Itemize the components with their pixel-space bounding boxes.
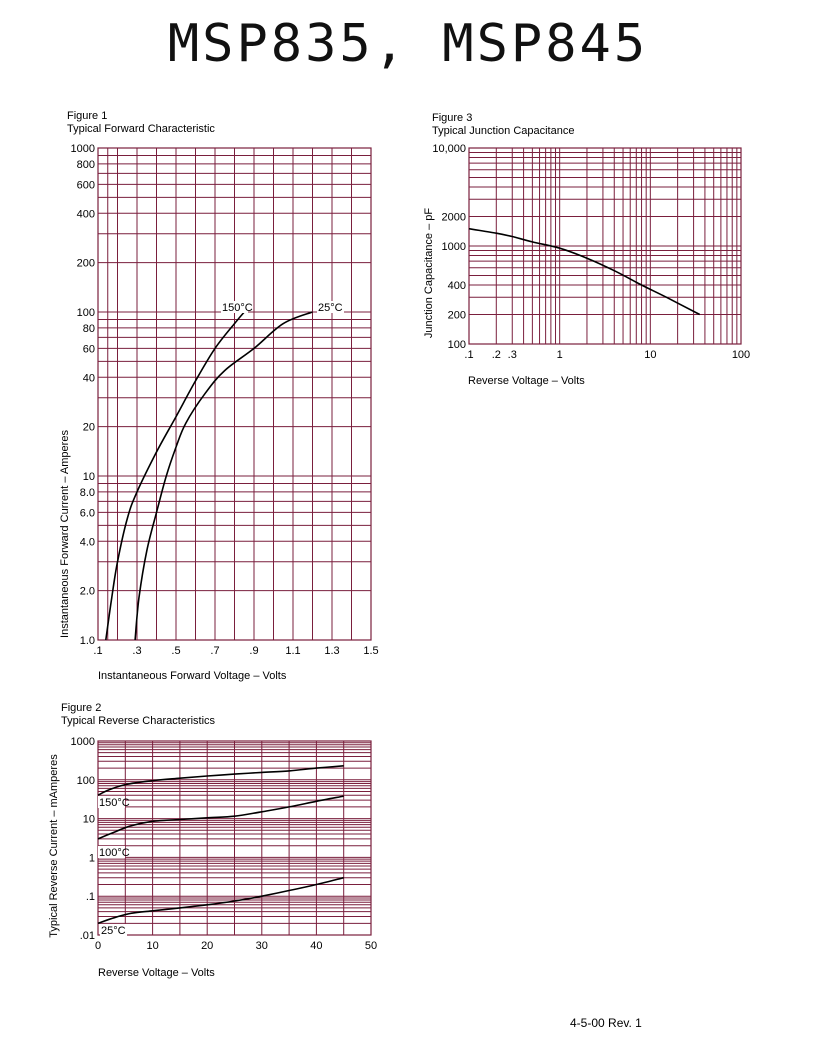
figure-2-title: Typical Reverse Characteristics: [61, 715, 216, 727]
x-tick-label: 100: [732, 349, 750, 361]
figure-1-title: Typical Forward Characteristic: [67, 123, 215, 135]
x-tick-label: .1: [464, 349, 473, 361]
x-tick-label: 30: [256, 940, 268, 952]
y-tick-label: 40: [83, 372, 95, 384]
x-tick-label: .5: [171, 645, 180, 657]
x-tick-label: 1.3: [324, 645, 339, 657]
series-label-bg: [100, 924, 127, 936]
y-tick-label: 4.0: [80, 536, 95, 548]
x-axis-label: Instantaneous Forward Voltage – Volts: [98, 670, 287, 682]
series-label-bg: [317, 301, 344, 313]
x-tick-label: 1.5: [363, 645, 378, 657]
y-tick-label: 1000: [71, 143, 95, 155]
x-tick-label: 50: [365, 940, 377, 952]
y-axis-label: Instantaneous Forward Current – Amperes: [59, 430, 71, 638]
page-title: MSP835, MSP845: [167, 14, 649, 74]
series-label-bg: [98, 846, 125, 858]
x-tick-label: .2: [492, 349, 501, 361]
series-line: [134, 311, 313, 641]
series-line: [468, 227, 701, 316]
y-tick-label: 600: [77, 179, 95, 191]
y-tick-label: 10: [83, 814, 95, 826]
y-tick-label: .01: [80, 930, 95, 942]
y-tick-label: 60: [83, 343, 95, 355]
y-tick-label: 10: [83, 471, 95, 483]
y-tick-label: 400: [77, 208, 95, 220]
y-tick-label: 10,000: [432, 143, 466, 155]
x-tick-label: .1: [93, 645, 102, 657]
x-tick-label: .9: [249, 645, 258, 657]
x-tick-label: 10: [644, 349, 656, 361]
series-label: 150°C: [222, 302, 253, 314]
series-line: [97, 765, 344, 796]
y-tick-label: 6.0: [80, 507, 95, 519]
y-tick-label: 20: [83, 422, 95, 434]
y-tick-label: 100: [77, 307, 95, 319]
figure-3-title: Typical Junction Capacitance: [432, 125, 575, 137]
figure-1-number: Figure 1: [67, 110, 108, 122]
series-line: [97, 795, 344, 840]
series-line: [105, 311, 245, 641]
y-tick-label: .1: [86, 891, 95, 903]
y-axis-label: Typical Reverse Current – mAmperes: [48, 754, 60, 938]
y-tick-label: 2000: [442, 211, 466, 223]
series-line: [97, 876, 344, 925]
series-label: 25°C: [318, 302, 343, 314]
y-tick-label: 100: [448, 339, 466, 351]
y-tick-label: 1000: [442, 241, 466, 253]
y-tick-label: 400: [448, 280, 466, 292]
series-label: 150°C: [99, 797, 130, 809]
series-label-bg: [98, 796, 125, 808]
x-tick-label: .7: [210, 645, 219, 657]
y-axis-label: Junction Capacitance – pF: [423, 208, 435, 339]
y-tick-label: 2.0: [80, 586, 95, 598]
y-tick-label: 100: [77, 775, 95, 787]
y-tick-label: 8.0: [80, 487, 95, 499]
plot-frame: [468, 147, 742, 345]
x-tick-label: 40: [310, 940, 322, 952]
series-label: 25°C: [101, 925, 126, 937]
x-tick-label: 1.1: [285, 645, 300, 657]
x-tick-label: 1: [557, 349, 563, 361]
plot-frame: [97, 147, 372, 641]
x-tick-label: 0: [95, 940, 101, 952]
x-tick-label: 10: [146, 940, 158, 952]
y-tick-label: 1.0: [80, 635, 95, 647]
series-label: 100°C: [99, 847, 130, 859]
x-axis-label: Reverse Voltage – Volts: [98, 967, 215, 979]
y-tick-label: 200: [77, 258, 95, 270]
figure-2-number: Figure 2: [61, 702, 102, 714]
x-tick-label: 20: [201, 940, 213, 952]
x-tick-label: .3: [132, 645, 141, 657]
y-tick-label: 1000: [71, 736, 95, 748]
figure-3-number: Figure 3: [432, 112, 473, 124]
x-axis-label: Reverse Voltage – Volts: [468, 375, 585, 387]
y-tick-label: 800: [77, 159, 95, 171]
y-tick-label: 200: [448, 309, 466, 321]
plot-frame: [97, 740, 372, 936]
y-tick-label: 1: [89, 852, 95, 864]
revision-note: 4-5-00 Rev. 1: [570, 1016, 642, 1030]
y-tick-label: 80: [83, 323, 95, 335]
x-tick-label: .3: [508, 349, 517, 361]
series-label-bg: [221, 301, 248, 313]
